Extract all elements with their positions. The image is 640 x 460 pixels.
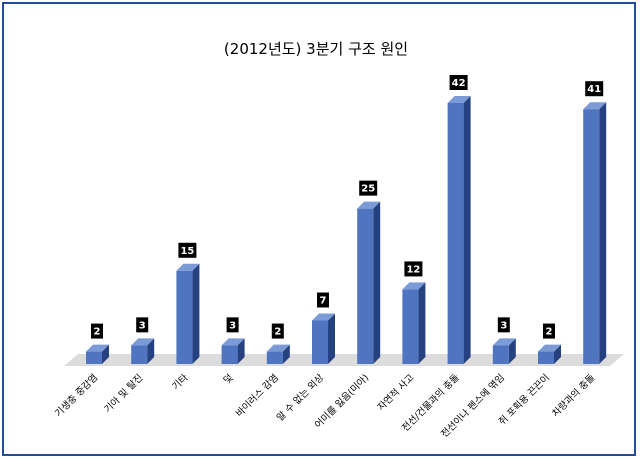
bar-front — [357, 208, 374, 364]
bar-side — [102, 344, 109, 364]
data-label: 12 — [404, 261, 423, 277]
chart-title: (2012년도) 3분기 구조 원인 — [224, 40, 408, 58]
x-tick-label: 알 수 없는 외상 — [274, 371, 326, 423]
bar-front — [86, 351, 102, 364]
bar-side — [282, 344, 290, 364]
x-tick-label: 차량과의 충돌 — [550, 371, 598, 419]
bar-front — [221, 345, 238, 364]
data-label-value: 42 — [452, 78, 466, 89]
data-label: 2 — [271, 323, 284, 339]
bar — [357, 201, 381, 364]
bar-top — [131, 338, 155, 346]
data-label-box — [226, 317, 239, 333]
bar-top — [221, 338, 245, 346]
data-label-value: 2 — [274, 327, 281, 338]
bar — [176, 263, 200, 364]
bar-front — [176, 270, 193, 364]
data-label-box — [136, 317, 149, 333]
bar-top — [538, 344, 561, 352]
bar-side — [373, 201, 381, 364]
bar-side — [599, 102, 607, 364]
data-label-value: 2 — [94, 327, 101, 338]
data-labels-layer: 2 3 15 3 2 7 25 12 42 3 2 41 — [91, 75, 604, 339]
bar-top — [86, 344, 109, 352]
bar-top — [492, 338, 516, 346]
data-label-value: 3 — [500, 320, 507, 331]
bar — [538, 344, 561, 364]
bar-top — [583, 102, 607, 110]
data-label: 2 — [91, 323, 103, 339]
data-label-value: 25 — [361, 184, 375, 195]
bar-side — [554, 344, 561, 364]
bar-front — [492, 345, 509, 364]
chart-floor — [64, 354, 624, 366]
data-label: 3 — [226, 317, 239, 333]
bar — [86, 344, 109, 364]
bar-side — [147, 338, 155, 364]
data-label-value: 2 — [546, 327, 553, 338]
data-label-value: 7 — [320, 296, 327, 307]
bar — [447, 96, 471, 364]
bar-front — [538, 351, 554, 364]
data-label-value: 12 — [406, 264, 420, 275]
bar-side — [463, 96, 471, 364]
bar — [402, 282, 426, 364]
bar — [583, 102, 607, 364]
bar — [492, 338, 516, 364]
bar — [312, 313, 335, 364]
data-label-value: 3 — [229, 320, 236, 331]
data-label: 15 — [178, 242, 197, 258]
bar-front — [312, 320, 328, 364]
data-label: 41 — [585, 81, 604, 97]
bar-front — [402, 289, 419, 364]
data-label-value: 41 — [587, 84, 601, 95]
x-tick-label: 덫 — [221, 372, 236, 387]
bar-front — [583, 109, 600, 364]
data-label-box — [91, 323, 103, 339]
data-label-box — [585, 81, 604, 97]
bar-front — [266, 351, 283, 364]
bar — [131, 338, 155, 364]
bar-front — [131, 345, 148, 364]
x-tick-label: 기생충 중감염 — [52, 372, 100, 420]
bar-top — [357, 201, 381, 209]
data-label: 25 — [359, 180, 378, 196]
bar-top — [266, 344, 290, 352]
bar-top — [176, 263, 200, 271]
x-tick-label: 기아 및 탈진 — [102, 372, 146, 416]
bar — [266, 344, 290, 364]
data-label-box — [317, 292, 329, 308]
data-label-box — [178, 242, 197, 258]
bar — [221, 338, 245, 364]
bar-side — [418, 282, 426, 364]
x-tick-label: 바이러스 감염 — [233, 372, 281, 420]
bar-side — [192, 263, 200, 364]
data-label: 2 — [543, 323, 555, 339]
bar-top — [402, 282, 426, 290]
data-label-box — [404, 261, 423, 277]
x-tick-label: 기타 — [170, 372, 190, 392]
data-label-box — [497, 317, 510, 333]
x-tick-label: 자연적 사고 — [375, 371, 417, 413]
bar-chart: (2012년도) 3분기 구조 원인 2 3 15 3 2 7 25 12 42 3 2 41 기생충… — [52, 40, 624, 440]
data-label-value: 15 — [180, 246, 194, 257]
data-label: 7 — [317, 292, 329, 308]
bar-top — [312, 313, 335, 321]
data-label-box — [449, 75, 468, 90]
data-label-box — [359, 180, 378, 196]
chart-frame: (2012년도) 3분기 구조 원인 2 3 15 3 2 7 25 12 42 3 2 41 기생충… — [2, 2, 636, 456]
bar-top — [447, 96, 471, 103]
bar-side — [508, 338, 516, 364]
data-label-box — [271, 323, 284, 339]
data-label: 3 — [136, 317, 149, 333]
bar-side — [328, 313, 335, 364]
data-label: 3 — [497, 317, 510, 333]
bar-front — [447, 103, 464, 364]
data-label-value: 3 — [139, 320, 146, 331]
bars-layer — [86, 96, 607, 364]
data-label-box — [543, 323, 555, 339]
bar-side — [237, 338, 245, 364]
data-label: 42 — [449, 75, 468, 90]
